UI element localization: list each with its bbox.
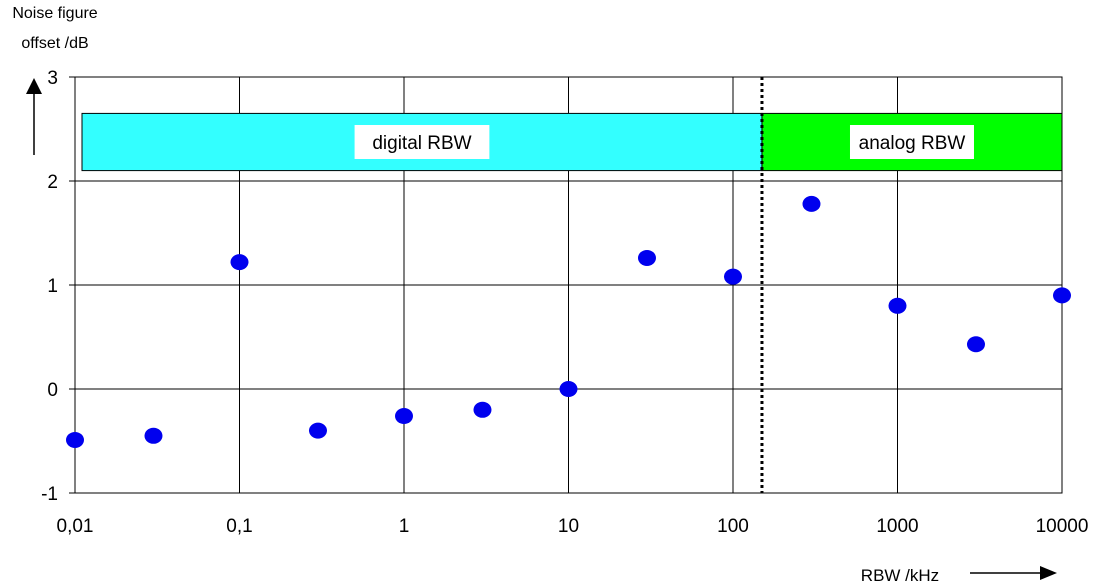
data-point <box>66 431 84 448</box>
region-label-box <box>849 125 974 159</box>
data-point <box>559 381 578 397</box>
x-axis-arrow-icon <box>970 566 1057 580</box>
x-axis-title: RBW /kHz <box>861 566 939 585</box>
data-point <box>230 254 249 271</box>
x-tick-label: 1000 <box>876 516 918 537</box>
y-axis-arrow-icon <box>26 78 42 155</box>
data-point <box>724 268 742 285</box>
region-label-box <box>354 125 490 159</box>
x-tick-label: 0,01 <box>57 516 94 537</box>
region-label: digital RBW <box>372 133 471 154</box>
data-point <box>637 249 656 266</box>
x-tick-label: 10 <box>558 516 579 537</box>
x-tick-labels: 0,01 0,1 1 10 100 1000 10000 <box>57 516 1089 537</box>
data-point <box>1053 287 1071 304</box>
y-axis-title-line2: offset /dB <box>21 35 88 52</box>
x-tick-label: 1 <box>399 516 410 537</box>
y-tick-labels: -1 0 1 2 3 <box>41 68 58 505</box>
y-tick-label: 1 <box>47 276 58 297</box>
y-tick-label: 0 <box>47 380 58 401</box>
x-tick-label: 10000 <box>1036 516 1089 537</box>
y-axis-title-line1: Noise figure <box>12 5 97 22</box>
plot-frame <box>74 76 1063 494</box>
data-point <box>966 336 985 353</box>
region-label: analog RBW <box>859 133 966 154</box>
x-tick-label: 100 <box>717 516 749 537</box>
data-point <box>395 408 413 425</box>
x-tick-label: 0,1 <box>226 516 252 537</box>
data-point <box>308 422 327 439</box>
data-points <box>66 195 1071 448</box>
rbw-regions: digital RBW analog RBW <box>81 112 1063 172</box>
y-tick-label: -1 <box>41 484 58 505</box>
y-tick-label: 2 <box>47 172 58 193</box>
data-point <box>802 195 821 212</box>
data-point <box>888 297 907 314</box>
y-tick-label: 3 <box>47 68 58 89</box>
data-point <box>473 401 492 418</box>
data-point <box>144 427 163 444</box>
